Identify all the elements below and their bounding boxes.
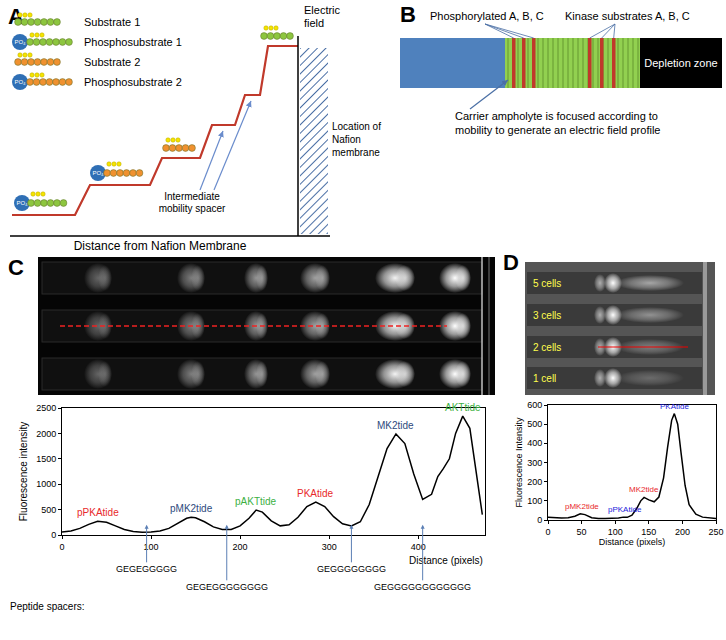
svg-text:PO₄: PO₄	[14, 79, 26, 85]
svg-text:Peptide spacers:: Peptide spacers:	[10, 601, 85, 612]
svg-text:150: 150	[641, 527, 656, 537]
svg-text:500: 500	[41, 505, 56, 515]
svg-text:B: B	[400, 2, 416, 27]
svg-text:400: 400	[527, 438, 542, 448]
svg-text:600: 600	[527, 400, 542, 410]
svg-text:5 cells: 5 cells	[533, 278, 561, 289]
svg-text:mobility to generate an electr: mobility to generate an electric field p…	[455, 124, 660, 136]
svg-text:250: 250	[708, 527, 723, 537]
svg-text:MK2tide: MK2tide	[377, 420, 414, 431]
svg-text:Intermediate: Intermediate	[164, 191, 220, 202]
svg-text:100: 100	[608, 527, 623, 537]
svg-text:400: 400	[411, 542, 426, 552]
svg-text:D: D	[503, 250, 519, 275]
svg-text:Fluorescence intensity: Fluorescence intensity	[18, 422, 29, 522]
svg-text:Phosphosubstrate 2: Phosphosubstrate 2	[84, 76, 182, 88]
svg-text:Distance (pixels): Distance (pixels)	[409, 555, 483, 566]
svg-text:300: 300	[322, 542, 337, 552]
svg-text:Substrate 2: Substrate 2	[84, 56, 140, 68]
svg-text:Electric: Electric	[304, 4, 341, 16]
svg-text:2 cells: 2 cells	[533, 342, 561, 353]
svg-text:0: 0	[545, 527, 550, 537]
svg-text:1500: 1500	[36, 454, 56, 464]
svg-text:0: 0	[51, 530, 56, 540]
svg-text:Phosphosubstrate 1: Phosphosubstrate 1	[84, 36, 182, 48]
svg-text:GEGEGGGGGGGG: GEGEGGGGGGGG	[186, 582, 268, 592]
svg-text:Distance from Nafion Membrane: Distance from Nafion Membrane	[74, 239, 247, 253]
svg-text:membrane: membrane	[332, 147, 380, 158]
svg-text:PKAtide: PKAtide	[660, 402, 689, 411]
svg-text:AKTtide: AKTtide	[445, 402, 481, 413]
svg-text:Depletion zone: Depletion zone	[644, 57, 717, 69]
svg-text:pPKAtide: pPKAtide	[608, 505, 642, 514]
svg-text:Nafion: Nafion	[332, 134, 361, 145]
svg-text:mobility spacer: mobility spacer	[159, 203, 226, 214]
svg-text:200: 200	[233, 542, 248, 552]
svg-text:PO₄: PO₄	[92, 170, 104, 176]
svg-text:0: 0	[59, 542, 64, 552]
svg-text:MK2tide: MK2tide	[629, 485, 659, 494]
svg-text:Location of: Location of	[332, 121, 381, 132]
svg-text:pMK2tide: pMK2tide	[565, 502, 599, 511]
svg-text:200: 200	[675, 527, 690, 537]
svg-text:field: field	[304, 17, 324, 29]
svg-text:PO₄: PO₄	[14, 39, 26, 45]
svg-text:3 cells: 3 cells	[533, 310, 561, 321]
svg-text:Phosphorylated A, B, C: Phosphorylated A, B, C	[430, 10, 544, 22]
svg-text:1 cell: 1 cell	[533, 373, 556, 384]
svg-text:Fluorescence Intensity: Fluorescence Intensity	[514, 417, 524, 508]
svg-text:Kinase substrates A, B, C: Kinase substrates A, B, C	[565, 10, 690, 22]
svg-text:2000: 2000	[36, 429, 56, 439]
svg-text:Distance (pixels): Distance (pixels)	[599, 537, 666, 547]
svg-text:pAKTtide: pAKTtide	[235, 496, 277, 507]
svg-text:1000: 1000	[36, 479, 56, 489]
svg-text:2500: 2500	[36, 403, 56, 413]
svg-text:pMK2tide: pMK2tide	[170, 503, 213, 514]
svg-text:C: C	[8, 255, 24, 280]
svg-text:GEGEGGGGG: GEGEGGGGG	[116, 564, 177, 574]
svg-text:100: 100	[144, 542, 159, 552]
svg-text:GEGGGGGGGGGGGG: GEGGGGGGGGGGGG	[374, 582, 471, 592]
svg-text:Carrier ampholyte is focused a: Carrier ampholyte is focused according t…	[455, 110, 658, 122]
svg-text:50: 50	[577, 527, 587, 537]
svg-text:GEGGGGGGGG: GEGGGGGGGG	[317, 564, 386, 574]
svg-text:PKAtide: PKAtide	[297, 488, 334, 499]
svg-text:A: A	[8, 4, 24, 29]
svg-text:Substrate 1: Substrate 1	[84, 16, 140, 28]
svg-text:500: 500	[527, 419, 542, 429]
svg-text:pPKAtide: pPKAtide	[77, 507, 119, 518]
svg-text:200: 200	[527, 477, 542, 487]
svg-text:100: 100	[527, 496, 542, 506]
svg-text:0: 0	[537, 515, 542, 525]
svg-text:300: 300	[527, 458, 542, 468]
svg-text:PO₄: PO₄	[16, 200, 28, 206]
